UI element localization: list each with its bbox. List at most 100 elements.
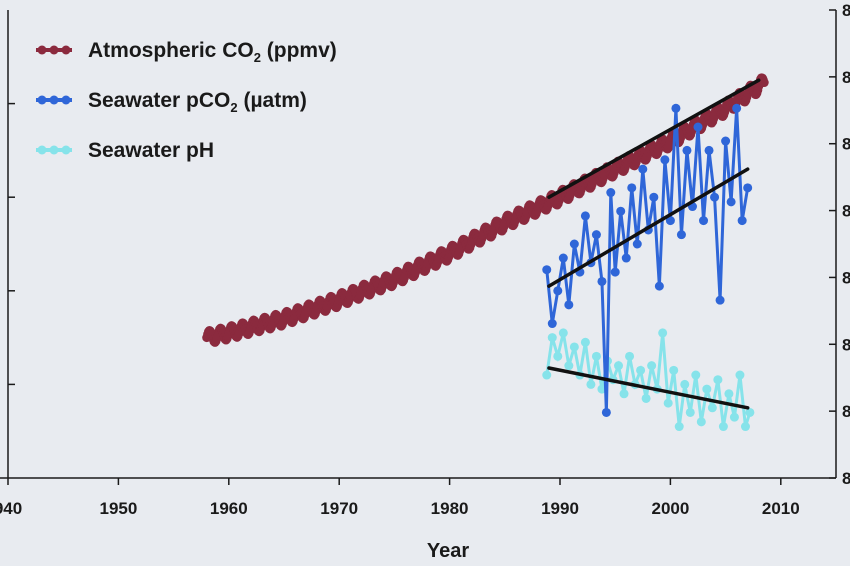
x-tick-label: 2010 — [762, 499, 800, 518]
data-point-seawater-ph — [564, 361, 574, 371]
data-point-seawater-ph — [713, 375, 723, 385]
right-tick-label: 8 — [842, 402, 850, 421]
series-layer — [202, 73, 769, 432]
x-tick-label: 1990 — [541, 499, 579, 518]
legend-item-seawater-pco2: Seawater pCO2 (µatm) — [36, 89, 307, 115]
data-point-seawater-ph — [542, 370, 552, 380]
data-point-seawater-ph — [674, 422, 684, 432]
data-point-seawater-ph — [724, 389, 734, 399]
legend-marker-seawater-pco2 — [37, 95, 47, 105]
x-tick-label: 1960 — [210, 499, 248, 518]
data-point-seawater-ph — [729, 412, 739, 422]
data-point-seawater-ph — [641, 393, 651, 403]
data-point-seawater-ph — [685, 407, 695, 417]
data-point-seawater-pco2 — [693, 122, 703, 132]
data-point-seawater-ph — [547, 333, 557, 343]
data-point-seawater-ph — [569, 342, 579, 352]
data-point-seawater-ph — [663, 398, 673, 408]
series-line-seawater-ph — [545, 332, 752, 427]
right-tick-label: 8 — [842, 469, 850, 488]
legend-marker-seawater-ph — [37, 145, 47, 155]
data-point-seawater-pco2 — [682, 145, 692, 155]
data-point-seawater-pco2 — [665, 216, 675, 226]
data-point-seawater-ph — [691, 370, 701, 380]
data-point-seawater-ph — [669, 365, 679, 375]
atmospheric-trend-line — [547, 78, 761, 199]
right-tick-label: 8 — [842, 335, 850, 354]
data-point-seawater-ph — [647, 361, 657, 371]
right-ticks: 8 8 8 8 8 8 8 8 — [829, 1, 850, 488]
data-point-seawater-pco2 — [580, 211, 590, 221]
data-point-seawater-pco2 — [710, 192, 720, 202]
x-tick-label: 1970 — [320, 499, 358, 518]
data-point-seawater-pco2 — [732, 103, 742, 113]
data-point-seawater-pco2 — [601, 407, 611, 417]
x-tick-label: 940 — [0, 499, 22, 518]
data-point-seawater-ph — [735, 370, 745, 380]
legend-label-seawater-pco2: Seawater pCO2 (µatm) — [88, 89, 307, 115]
data-point-seawater-ph — [740, 422, 750, 432]
legend-label-seawater-ph: Seawater pH — [88, 139, 214, 162]
data-point-seawater-pco2 — [660, 155, 670, 165]
x-tick-label: 1980 — [431, 499, 469, 518]
legend-marker-seawater-ph — [49, 145, 59, 155]
data-point-seawater-pco2 — [606, 188, 616, 198]
data-point-seawater-ph — [619, 389, 629, 399]
data-point-seawater-pco2 — [547, 319, 557, 329]
x-axis-title: Year — [427, 540, 469, 562]
data-point-seawater-pco2 — [743, 183, 753, 193]
data-point-seawater-ph — [558, 328, 568, 338]
right-tick-label: 8 — [842, 1, 850, 20]
axes — [0, 10, 837, 479]
trend-layer — [547, 78, 761, 410]
data-point-seawater-ph — [680, 379, 690, 389]
data-point-seawater-pco2 — [676, 230, 686, 240]
data-point-seawater-ph — [658, 328, 668, 338]
data-point-seawater-pco2 — [671, 103, 681, 113]
legend-marker-atmospheric — [61, 45, 71, 55]
data-point-seawater-ph — [707, 403, 717, 413]
legend-label-atmospheric: Atmospheric CO2 (ppmv) — [88, 39, 337, 65]
data-point-seawater-pco2 — [558, 253, 568, 263]
right-tick-label: 8 — [842, 135, 850, 154]
data-point-seawater-ph — [745, 407, 755, 417]
right-tick-label: 8 — [842, 268, 850, 287]
data-point-seawater-pco2 — [591, 230, 601, 240]
data-point-seawater-ph — [586, 379, 596, 389]
legend-marker-seawater-pco2 — [61, 95, 71, 105]
data-point-seawater-ph — [718, 422, 728, 432]
seawater-pco2-trend-line — [547, 167, 750, 288]
data-point-seawater-pco2 — [597, 276, 607, 286]
x-tick-label: 1950 — [99, 499, 137, 518]
data-point-seawater-ph — [580, 337, 590, 347]
data-point-seawater-pco2 — [737, 216, 747, 226]
x-tick-label: 2000 — [651, 499, 689, 518]
x-ticks: 940 1950 1960 1970 1980 1990 2000 2010 — [0, 478, 800, 518]
data-point-seawater-pco2 — [542, 265, 552, 275]
data-point-seawater-pco2 — [621, 253, 631, 263]
legend-marker-atmospheric — [49, 45, 59, 55]
data-point-seawater-ph — [696, 417, 706, 427]
data-point-seawater-pco2 — [715, 295, 725, 305]
legend-marker-atmospheric — [37, 45, 47, 55]
data-point-seawater-pco2 — [569, 239, 579, 249]
data-point-seawater-ph — [702, 384, 712, 394]
data-point-seawater-ph — [636, 365, 646, 375]
right-tick-label: 8 — [842, 68, 850, 87]
data-point-seawater-ph — [625, 351, 635, 361]
data-point-seawater-pco2 — [649, 192, 659, 202]
data-point-seawater-ph — [614, 361, 624, 371]
data-point-seawater-pco2 — [721, 136, 731, 146]
legend-item-atmospheric: Atmospheric CO2 (ppmv) — [36, 39, 337, 65]
data-point-seawater-pco2 — [616, 206, 626, 216]
data-point-seawater-pco2 — [627, 183, 637, 193]
data-point-seawater-ph — [553, 351, 563, 361]
data-point-seawater-pco2 — [564, 300, 574, 310]
right-tick-label: 8 — [842, 202, 850, 221]
data-point-seawater-pco2 — [610, 267, 620, 277]
legend-item-seawater-ph: Seawater pH — [36, 139, 214, 162]
data-point-seawater-pco2 — [638, 164, 648, 174]
data-point-seawater-pco2 — [553, 286, 563, 296]
